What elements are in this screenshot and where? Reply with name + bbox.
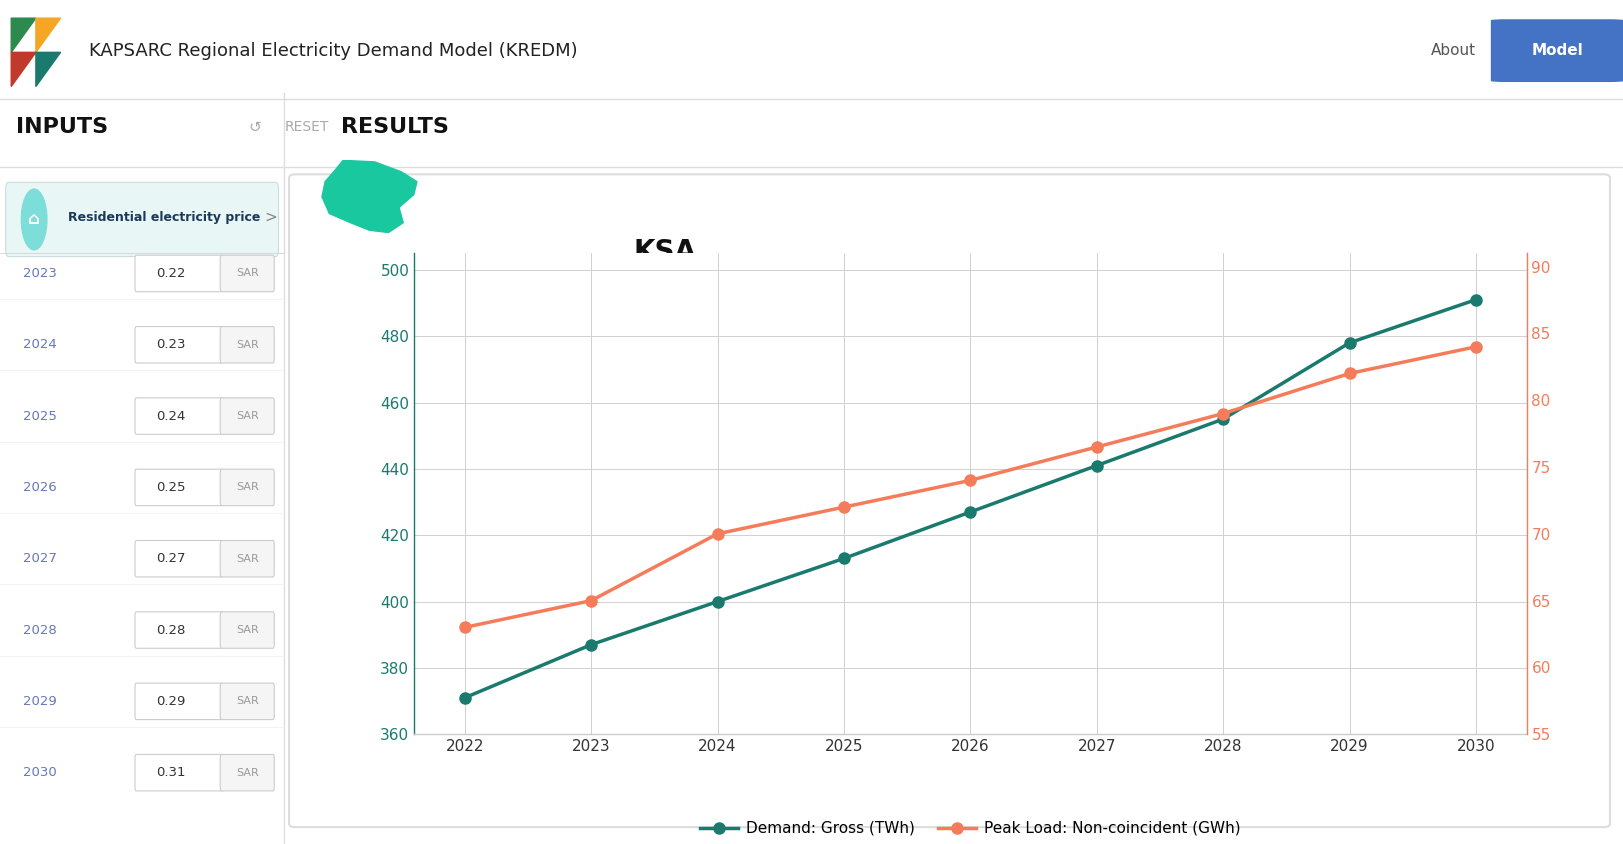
FancyBboxPatch shape	[221, 255, 274, 292]
FancyBboxPatch shape	[135, 755, 222, 791]
Text: RESULTS: RESULTS	[341, 117, 448, 137]
FancyBboxPatch shape	[221, 755, 274, 791]
Text: 0.31: 0.31	[156, 766, 185, 779]
FancyBboxPatch shape	[221, 327, 274, 363]
Text: 0.28: 0.28	[156, 624, 185, 636]
FancyBboxPatch shape	[221, 469, 274, 506]
Text: ↺: ↺	[248, 120, 261, 134]
Text: 2028: 2028	[23, 624, 57, 636]
FancyBboxPatch shape	[135, 398, 222, 435]
Text: SAR: SAR	[235, 411, 258, 421]
Text: SAR: SAR	[235, 554, 258, 564]
Text: 2024: 2024	[23, 338, 57, 351]
Text: 2026: 2026	[23, 481, 57, 494]
Text: 0.24: 0.24	[156, 409, 185, 423]
FancyBboxPatch shape	[1490, 19, 1623, 82]
Text: 2025: 2025	[23, 409, 57, 423]
Text: 0.23: 0.23	[156, 338, 185, 351]
Legend: Demand: Gross (TWh), Peak Load: Non-coincident (GWh): Demand: Gross (TWh), Peak Load: Non-coin…	[693, 814, 1246, 842]
FancyBboxPatch shape	[221, 398, 274, 435]
Text: SAR: SAR	[235, 696, 258, 706]
Text: 2023: 2023	[23, 267, 57, 280]
Text: 0.27: 0.27	[156, 552, 185, 565]
Polygon shape	[321, 160, 417, 232]
Text: >: >	[265, 210, 278, 225]
FancyBboxPatch shape	[221, 683, 274, 720]
Text: RESET: RESET	[284, 120, 328, 134]
Text: SAR: SAR	[235, 268, 258, 279]
Text: 0.22: 0.22	[156, 267, 185, 280]
FancyBboxPatch shape	[221, 612, 274, 648]
Text: About: About	[1430, 43, 1475, 58]
Text: Residential electricity price: Residential electricity price	[68, 211, 260, 224]
Text: INPUTS: INPUTS	[16, 117, 109, 137]
Text: SAR: SAR	[235, 768, 258, 777]
Circle shape	[21, 189, 47, 250]
FancyBboxPatch shape	[135, 255, 222, 292]
FancyBboxPatch shape	[135, 612, 222, 648]
FancyBboxPatch shape	[135, 469, 222, 506]
Text: 2027: 2027	[23, 552, 57, 565]
FancyBboxPatch shape	[135, 683, 222, 720]
Polygon shape	[36, 52, 60, 86]
Text: ⌂: ⌂	[28, 210, 41, 229]
FancyBboxPatch shape	[135, 327, 222, 363]
FancyBboxPatch shape	[5, 182, 279, 257]
Text: KSA: KSA	[633, 237, 696, 266]
Text: 0.29: 0.29	[156, 695, 185, 708]
Text: SAR: SAR	[235, 625, 258, 635]
FancyBboxPatch shape	[135, 540, 222, 577]
Text: 2029: 2029	[23, 695, 57, 708]
Text: 2030: 2030	[23, 766, 57, 779]
Polygon shape	[11, 52, 36, 86]
Polygon shape	[36, 18, 60, 52]
Text: SAR: SAR	[235, 340, 258, 349]
Text: 0.25: 0.25	[156, 481, 185, 494]
Polygon shape	[11, 18, 36, 52]
Text: KAPSARC Regional Electricity Demand Model (KREDM): KAPSARC Regional Electricity Demand Mode…	[89, 41, 578, 60]
FancyBboxPatch shape	[289, 175, 1608, 827]
FancyBboxPatch shape	[221, 540, 274, 577]
Text: SAR: SAR	[235, 483, 258, 492]
Text: Model: Model	[1530, 43, 1582, 58]
